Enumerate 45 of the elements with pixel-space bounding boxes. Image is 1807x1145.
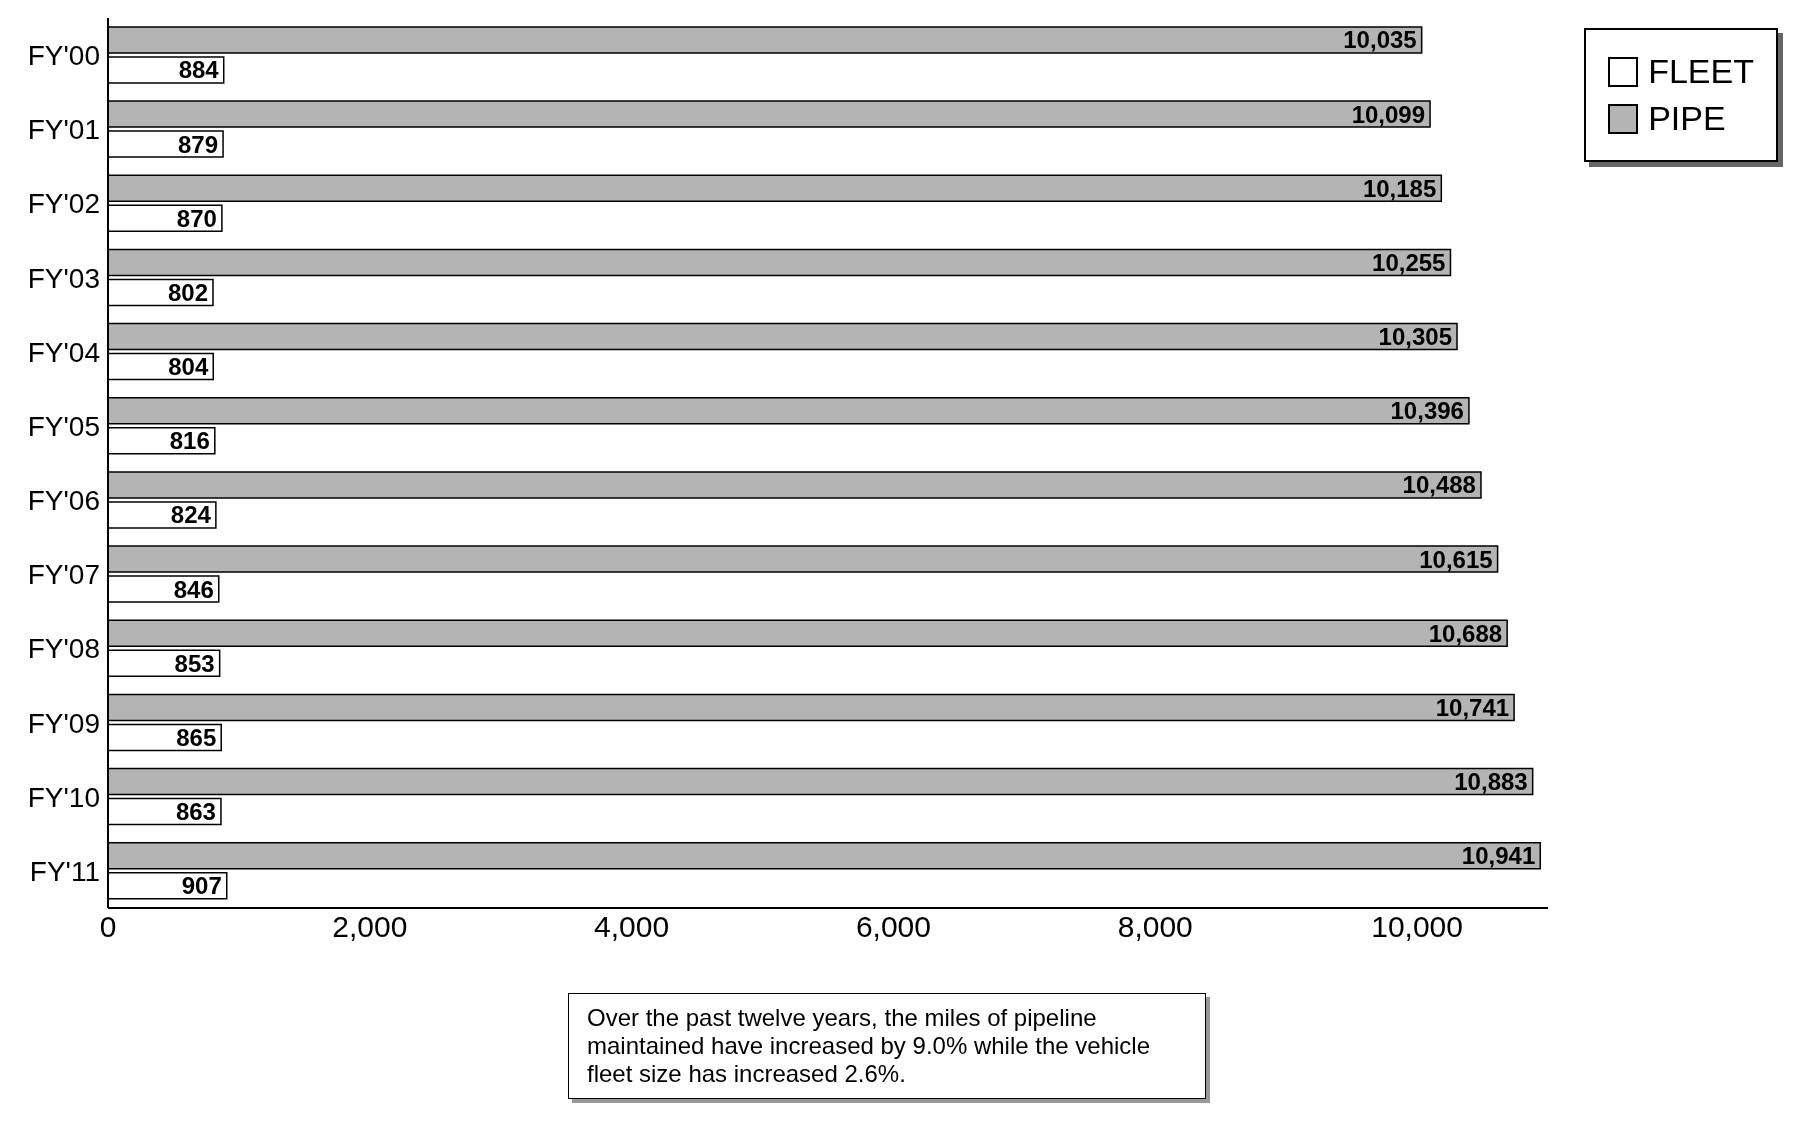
- x-tick-label: 0: [99, 910, 117, 944]
- y-tick-label: FY'05: [27, 410, 100, 442]
- data-label: 879: [178, 130, 219, 158]
- data-label: 846: [173, 575, 214, 603]
- data-label: 816: [169, 427, 210, 455]
- text: Over the past twelve years, the miles of pipeline maintained have increased by 9.0% while the vehicle fleet size has increased 2.6%.: [568, 993, 1206, 1099]
- data-label: 863: [175, 798, 216, 826]
- y-tick-label: FY'03: [27, 262, 100, 294]
- data-label: 870: [176, 204, 217, 232]
- y-tick-label: FY'11: [29, 855, 100, 887]
- y-tick-label: FY'01: [27, 114, 100, 146]
- data-label: 10,488: [1402, 471, 1476, 499]
- data-label: 10,305: [1378, 323, 1453, 351]
- x-tick-label: 8,000: [1117, 910, 1193, 944]
- y-tick-label: FY'10: [27, 781, 100, 813]
- data-label: 10,741: [1435, 693, 1510, 721]
- data-label: 10,396: [1390, 397, 1464, 425]
- y-tick-label: FY'09: [27, 707, 100, 739]
- data-label: 10,255: [1372, 248, 1446, 276]
- y-tick-label: FY'04: [27, 336, 100, 368]
- data-label: 802: [167, 278, 208, 306]
- data-label: 10,688: [1428, 619, 1503, 647]
- y-tick-label: FY'06: [27, 485, 100, 517]
- data-label: 10,941: [1461, 842, 1536, 870]
- x-tick-label: 10,000: [1371, 910, 1463, 944]
- data-label: 824: [170, 501, 212, 529]
- legend-label: FLEET: [1648, 52, 1754, 91]
- data-label: 10,615: [1419, 545, 1493, 573]
- y-tick-label: FY'02: [27, 188, 100, 220]
- data-label: 907: [181, 872, 222, 900]
- data-label: 853: [174, 649, 215, 677]
- data-label: 884: [178, 56, 220, 84]
- data-label: 804: [168, 353, 209, 381]
- y-tick-label: FY'07: [27, 559, 100, 591]
- x-tick-label: 2,000: [332, 910, 408, 944]
- x-tick-label: 4,000: [594, 910, 670, 944]
- legend-label: PIPE: [1648, 99, 1726, 138]
- data-label: 10,883: [1454, 768, 1528, 796]
- data-label: 10,035: [1343, 26, 1417, 54]
- data-label: 10,185: [1362, 174, 1437, 202]
- data-label: 865: [176, 723, 217, 751]
- y-tick-label: FY'08: [27, 633, 100, 665]
- y-tick-label: FY'00: [27, 40, 100, 72]
- x-tick-label: 6,000: [855, 910, 931, 944]
- data-label: 10,099: [1351, 100, 1426, 128]
